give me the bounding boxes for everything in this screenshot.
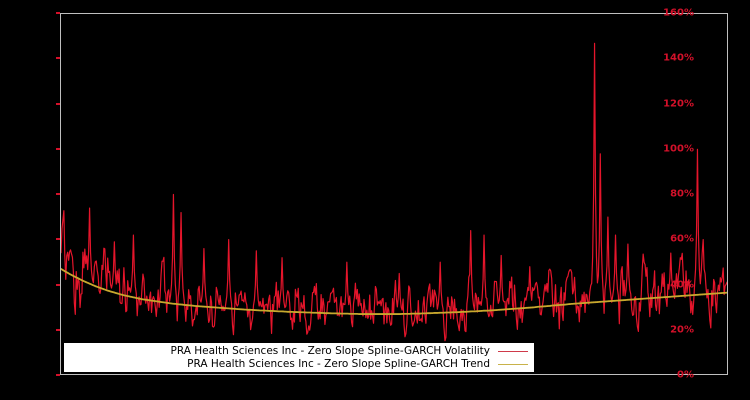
legend-item-trend: PRA Health Sciences Inc - Zero Slope Spl…: [64, 358, 534, 371]
y-tick-label: 0%: [677, 369, 694, 381]
y-axis: [0, 0, 60, 400]
legend-label-trend: PRA Health Sciences Inc - Zero Slope Spl…: [187, 357, 490, 370]
y-tick-mark: [56, 328, 60, 331]
y-tick-label: 20%: [670, 324, 694, 336]
y-tick-mark: [56, 193, 60, 195]
y-tick-mark: [56, 12, 60, 14]
y-tick-label: 160%: [663, 7, 694, 19]
chart-svg: [61, 42, 727, 342]
legend-line-volatility: [498, 350, 528, 352]
y-tick-mark: [56, 57, 60, 60]
legend-line-trend: [498, 363, 528, 365]
y-tick-label: 40%: [670, 279, 694, 290]
legend-item-volatility: PRA Health Sciences Inc - Zero Slope Spl…: [64, 345, 534, 358]
y-tick-mark: [56, 374, 60, 376]
trend-series-line: [61, 268, 727, 315]
y-tick-label: 120%: [663, 98, 694, 109]
legend-label-volatility: PRA Health Sciences Inc - Zero Slope Spl…: [170, 344, 490, 357]
y-tick-label: 80%: [670, 188, 694, 200]
y-tick-label: 140%: [663, 52, 694, 64]
y-tick-mark: [56, 238, 60, 241]
y-tick-label: 100%: [663, 143, 694, 155]
volatility-series-line: [61, 42, 727, 342]
y-tick-mark: [56, 283, 60, 286]
chart-legend: PRA Health Sciences Inc - Zero Slope Spl…: [64, 343, 534, 372]
plot-area: [60, 13, 728, 375]
y-tick-mark: [56, 147, 60, 150]
y-tick-mark: [56, 102, 60, 105]
y-tick-label: 60%: [670, 233, 694, 245]
